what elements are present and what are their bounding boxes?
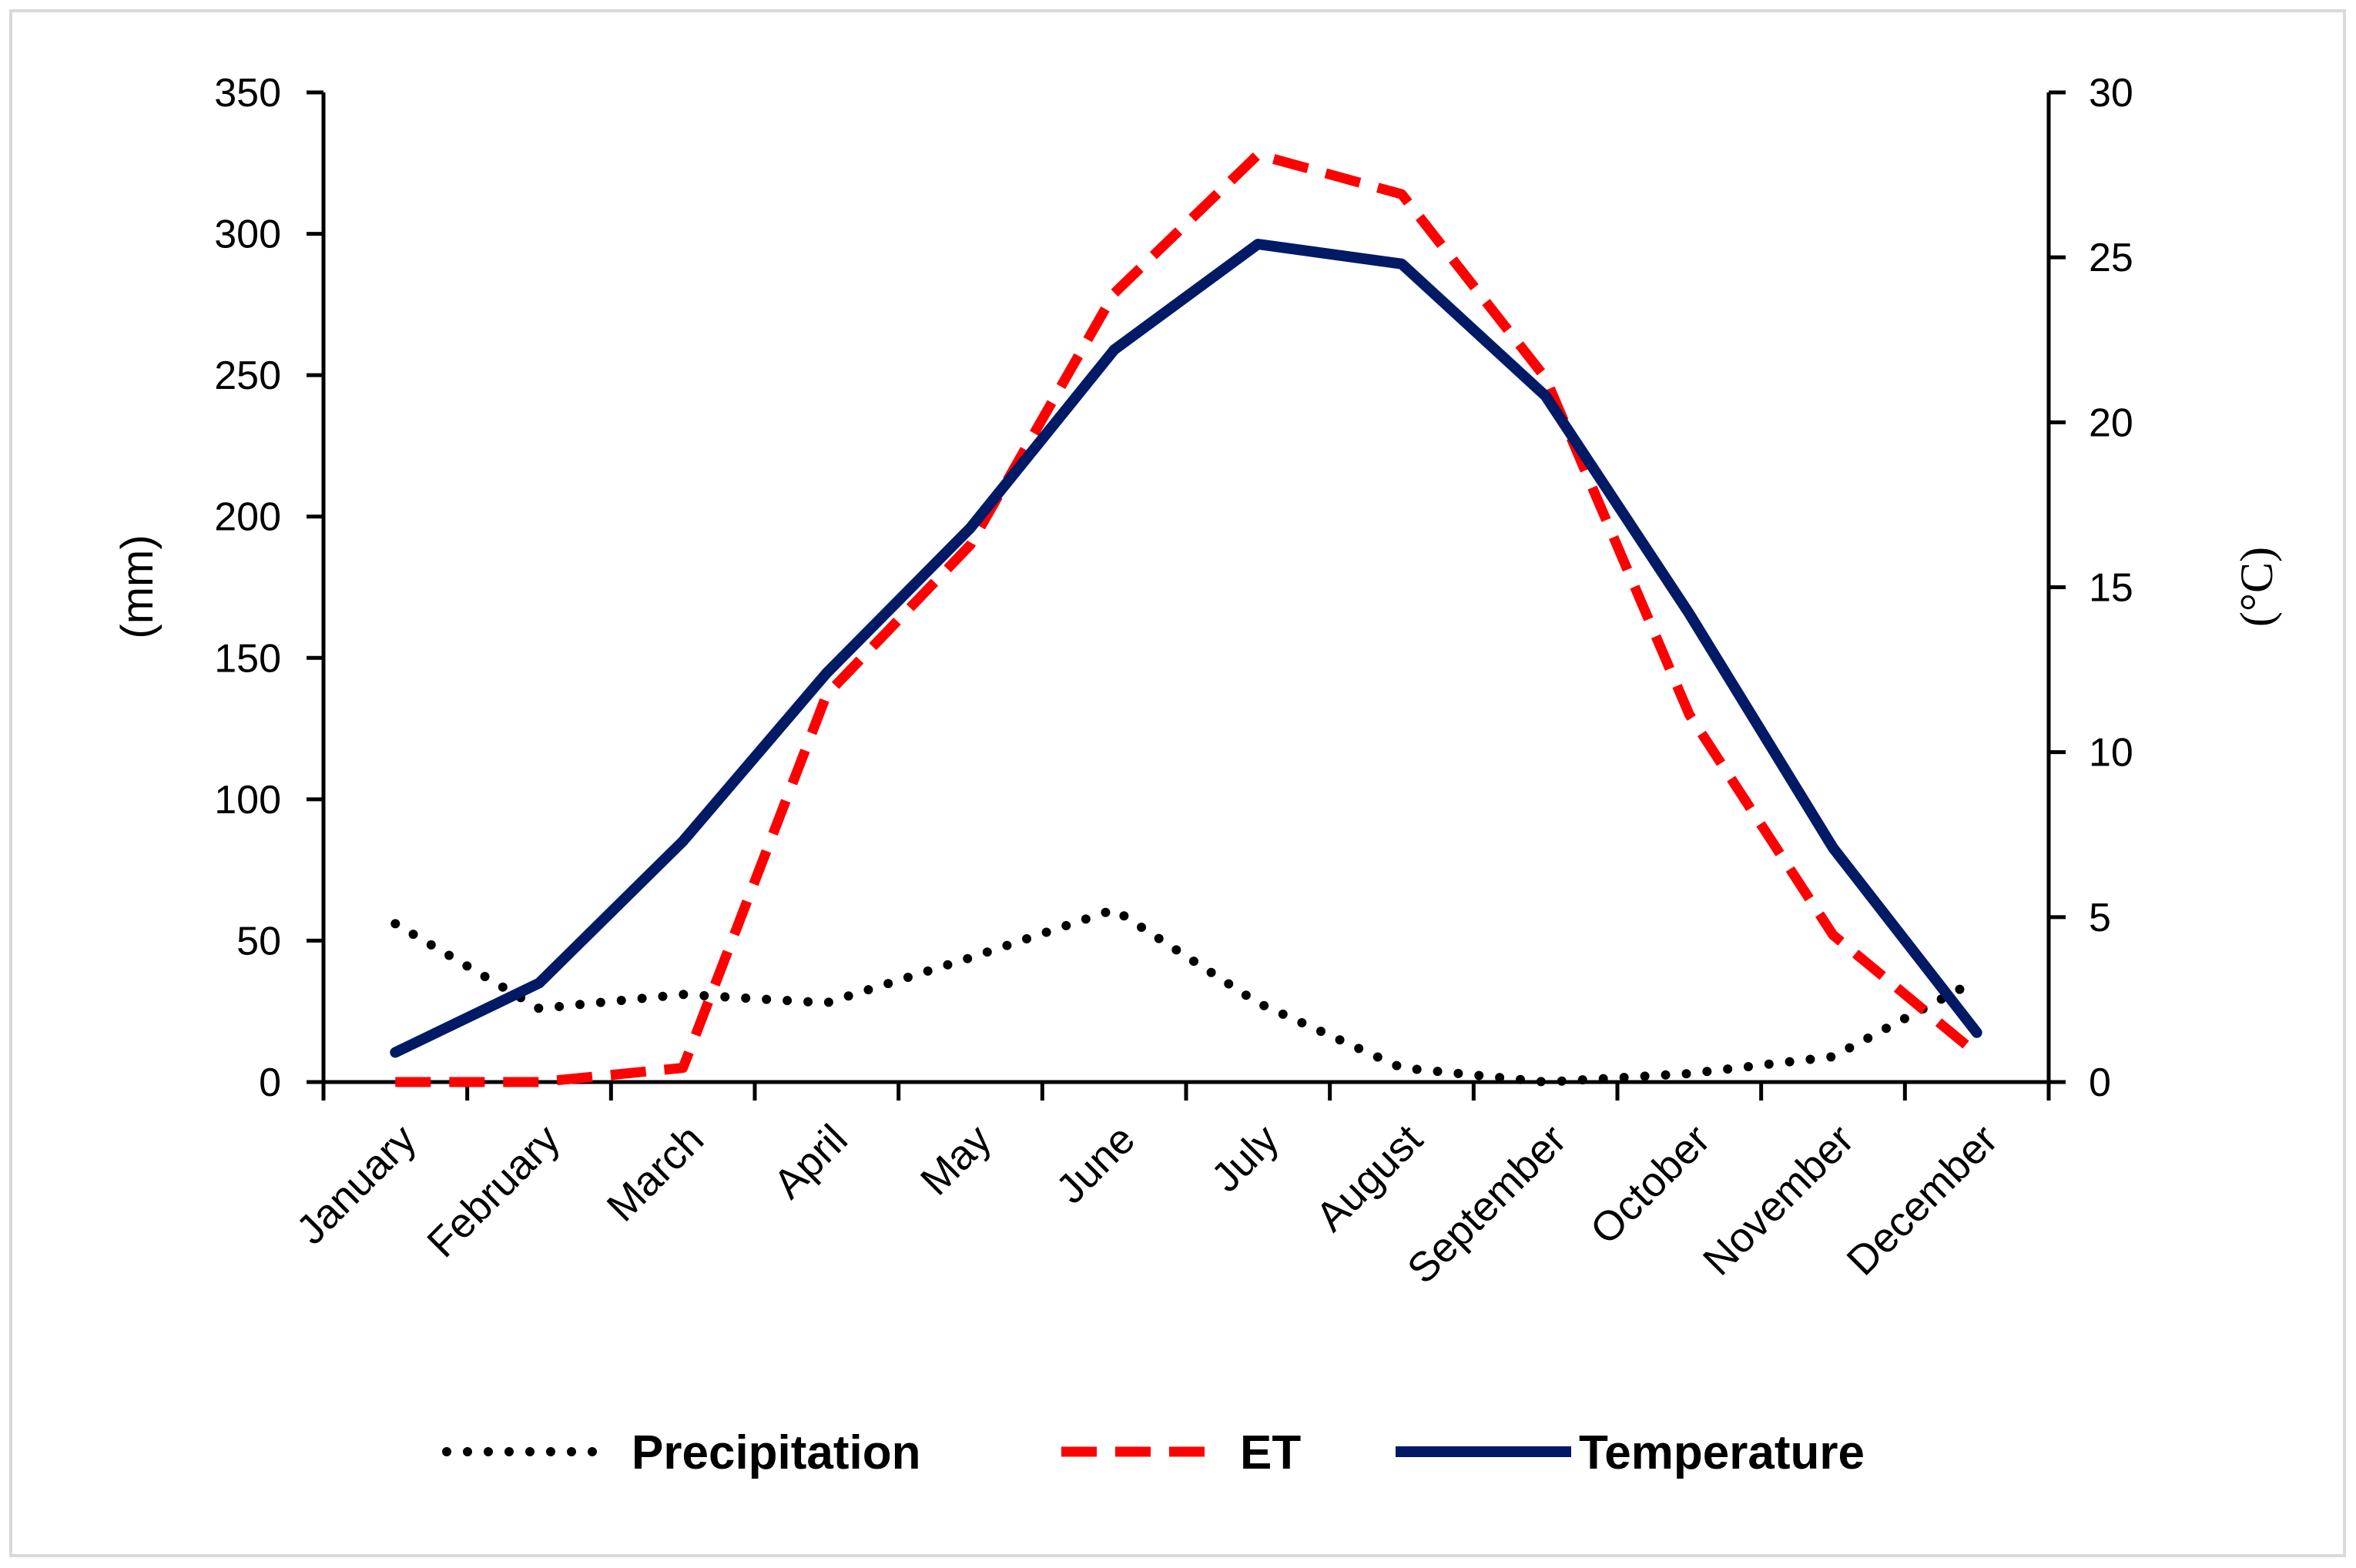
- left-tick-label: 200: [214, 495, 281, 540]
- legend-temperature-label: Temperature: [1579, 1426, 1865, 1479]
- right-tick-label: 0: [2089, 1060, 2111, 1105]
- right-tick-label: 20: [2089, 400, 2133, 445]
- right-tick-label: 5: [2089, 896, 2111, 940]
- right-y-ticks: 0 5 10 15 20 25 30: [2049, 71, 2133, 1105]
- left-tick-label: 0: [259, 1060, 281, 1105]
- series-line-temperature: [390, 239, 1982, 1058]
- right-tick-label: 10: [2089, 731, 2133, 776]
- legend-et-label: ET: [1240, 1426, 1301, 1479]
- left-tick-label: 250: [214, 353, 281, 398]
- left-y-ticks: 0 50 100 150 200 250 300 350: [214, 71, 323, 1105]
- left-tick-label: 350: [214, 71, 281, 116]
- legend: Precipitation ET Temperature: [442, 1426, 1865, 1479]
- series-line-precipitation: [390, 905, 1982, 1087]
- series-line-et: [395, 149, 1980, 1087]
- left-tick-label: 300: [214, 213, 281, 257]
- series-layer: [390, 149, 1982, 1087]
- right-axis-title: (°C): [2231, 547, 2282, 627]
- left-axis-title: (mm): [112, 534, 163, 638]
- legend-precipitation-label: Precipitation: [632, 1426, 921, 1479]
- right-tick-label: 25: [2089, 236, 2133, 280]
- left-tick-label: 100: [214, 778, 281, 823]
- left-tick-label: 50: [236, 919, 281, 963]
- right-tick-label: 15: [2089, 566, 2133, 611]
- chart-frame: [9, 9, 2346, 1557]
- right-tick-label: 30: [2089, 71, 2133, 116]
- left-tick-label: 150: [214, 636, 281, 681]
